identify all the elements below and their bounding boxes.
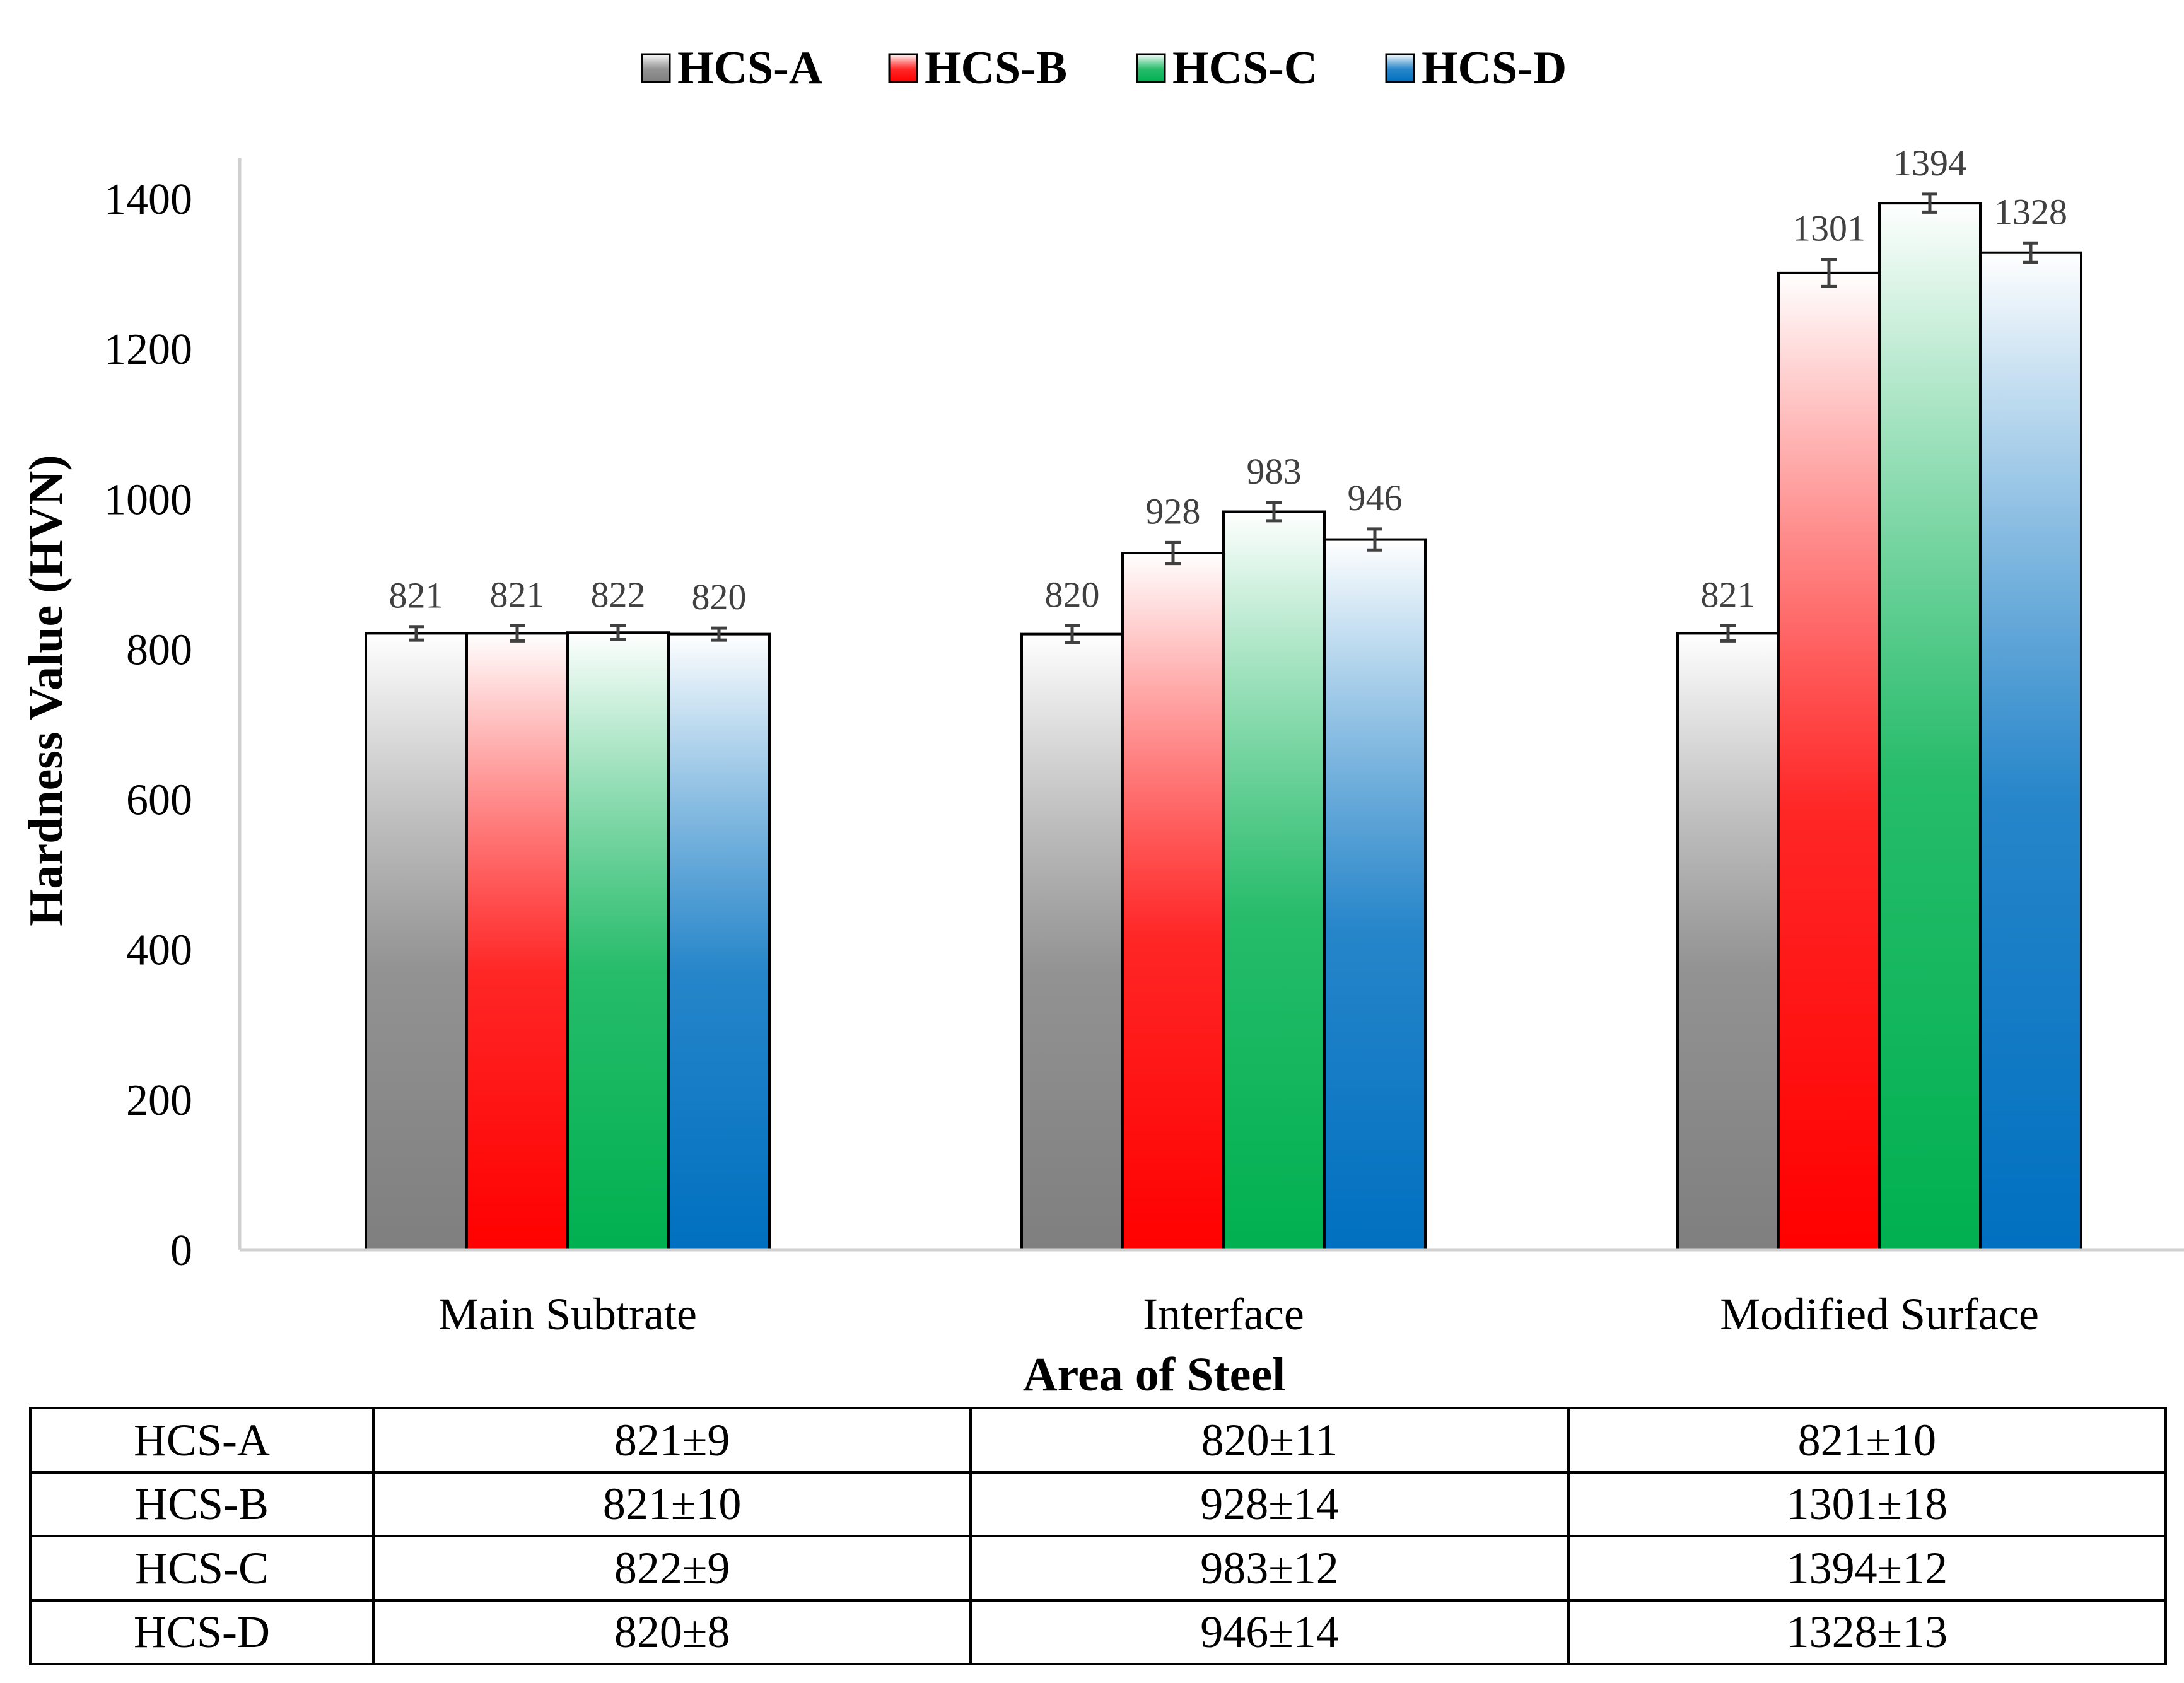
data-label: 946 bbox=[1348, 477, 1403, 518]
error-bar bbox=[1720, 624, 1736, 643]
bar-hcs-c bbox=[1878, 202, 1982, 1251]
table-cell: 822±9 bbox=[371, 1535, 972, 1602]
data-label: 821 bbox=[1701, 574, 1756, 615]
y-tick-label: 1200 bbox=[104, 325, 192, 374]
bar-hcs-c bbox=[566, 631, 670, 1251]
table-cell: 1328±13 bbox=[1567, 1599, 2168, 1665]
y-axis-title: Hardness Value (HVN) bbox=[20, 455, 73, 926]
bar-hcs-b bbox=[1121, 552, 1225, 1252]
error-bar bbox=[1367, 527, 1382, 552]
table-row: HCS-C 822±9 983±12 1394±12 bbox=[29, 1535, 2168, 1602]
bars: 821 821 822 820 820 928 983 946 821 1301 1394 1328 bbox=[365, 143, 2082, 1252]
data-label: 820 bbox=[692, 576, 747, 617]
data-label: 821 bbox=[389, 575, 444, 616]
y-tick-label: 0 bbox=[170, 1226, 192, 1275]
legend-label-hcs-b: HCS-B bbox=[925, 42, 1067, 94]
data-label: 1328 bbox=[1994, 191, 2067, 232]
error-bar bbox=[1165, 540, 1181, 566]
bar-hcs-d bbox=[667, 632, 771, 1251]
data-table: HCS-A 821±9 820±11 821±10 HCS-B 821±10 928±14 1… bbox=[29, 1407, 2168, 1665]
error-bar bbox=[610, 624, 626, 641]
table-cell: 1301±18 bbox=[1567, 1470, 2168, 1537]
y-tick-label: 1400 bbox=[104, 175, 192, 224]
legend-swatch-hcs-b bbox=[888, 53, 918, 83]
table-row: HCS-A 821±9 820±11 821±10 bbox=[29, 1407, 2168, 1474]
y-axis: 0 200 400 600 800 1000 1200 1400 bbox=[104, 158, 242, 1275]
y-tick-label: 400 bbox=[126, 926, 192, 975]
table-cell: 1394±12 bbox=[1567, 1535, 2168, 1602]
y-tick-label: 1000 bbox=[104, 475, 192, 524]
table-cell: 821±10 bbox=[1567, 1407, 2168, 1474]
data-label: 1394 bbox=[1893, 143, 1966, 183]
data-label: 1301 bbox=[1792, 207, 1866, 248]
error-bar bbox=[510, 624, 525, 643]
legend-label-hcs-c: HCS-C bbox=[1172, 42, 1317, 94]
legend-label-hcs-d: HCS-D bbox=[1422, 42, 1567, 94]
y-tick-label: 200 bbox=[126, 1076, 192, 1125]
bar-hcs-a bbox=[1020, 632, 1124, 1251]
table-cell: 820±8 bbox=[371, 1599, 972, 1665]
bar-hcs-c bbox=[1222, 510, 1326, 1251]
bar-hcs-d bbox=[1323, 538, 1427, 1252]
error-bar bbox=[409, 625, 424, 642]
legend-label-hcs-a: HCS-A bbox=[677, 42, 822, 94]
table-cell: 928±14 bbox=[969, 1470, 1570, 1537]
table-cell: 821±10 bbox=[371, 1470, 972, 1537]
y-tick-label: 800 bbox=[126, 626, 192, 674]
legend-swatch-hcs-c bbox=[1136, 53, 1166, 83]
table-row: HCS-D 820±8 946±14 1328±13 bbox=[29, 1599, 2168, 1665]
data-label: 822 bbox=[591, 574, 646, 615]
table-row-label: HCS-B bbox=[29, 1470, 375, 1537]
bar-hcs-b bbox=[465, 632, 569, 1251]
error-bar bbox=[1821, 257, 1837, 288]
x-category-label: Main Subtrate bbox=[438, 1289, 697, 1339]
x-category-label: Modified Surface bbox=[1720, 1289, 2039, 1339]
bar-hcs-b bbox=[1777, 271, 1881, 1251]
bar-hcs-a bbox=[1676, 632, 1780, 1251]
data-table-container: HCS-A 821±9 820±11 821±10 HCS-B 821±10 928±14 1… bbox=[29, 1407, 2168, 1665]
y-tick-label: 600 bbox=[126, 776, 192, 825]
error-bar bbox=[2023, 241, 2038, 264]
x-axis: Main Subtrate Interface Modified Surface bbox=[240, 1248, 2184, 1339]
error-bar bbox=[1065, 624, 1080, 644]
table-row-label: HCS-A bbox=[29, 1407, 375, 1474]
x-category-label: Interface bbox=[1143, 1289, 1304, 1339]
bar-hcs-d bbox=[1979, 251, 2082, 1251]
table-cell: 820±11 bbox=[969, 1407, 1570, 1474]
legend-swatch-hcs-d bbox=[1385, 53, 1415, 83]
bar-hcs-a bbox=[365, 632, 468, 1251]
error-bar bbox=[1922, 192, 1937, 214]
legend-swatch-hcs-a bbox=[641, 53, 671, 83]
table-row: HCS-B 821±10 928±14 1301±18 bbox=[29, 1470, 2168, 1537]
data-label: 983 bbox=[1247, 451, 1302, 492]
table-cell: 983±12 bbox=[969, 1535, 1570, 1602]
x-axis-title: Area of Steel bbox=[1023, 1348, 1285, 1401]
table-row-label: HCS-D bbox=[29, 1599, 375, 1665]
data-label: 820 bbox=[1045, 574, 1100, 615]
table-cell: 946±14 bbox=[969, 1599, 1570, 1665]
table-cell: 821±9 bbox=[371, 1407, 972, 1474]
data-label: 928 bbox=[1146, 491, 1201, 532]
table-row-label: HCS-C bbox=[29, 1535, 375, 1602]
error-bar bbox=[711, 626, 727, 642]
data-label: 821 bbox=[490, 574, 545, 615]
legend: HCS-A HCS-B HCS-C HCS-D bbox=[641, 42, 1567, 94]
error-bar bbox=[1266, 501, 1282, 523]
